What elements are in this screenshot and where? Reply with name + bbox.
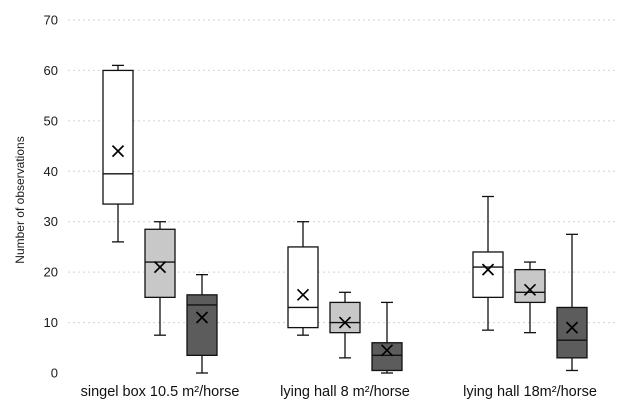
- box-iqr: [186, 294, 218, 357]
- box: [371, 301, 403, 374]
- mean-marker: [338, 316, 352, 329]
- x-category-label: lying hall 18m²/horse: [463, 384, 597, 400]
- y-axis-ticks: 0 10 20 30 40 50 60 70: [44, 13, 58, 381]
- mean-marker: [111, 145, 125, 158]
- box-iqr: [514, 268, 546, 304]
- y-tick-label: 50: [44, 113, 58, 128]
- box-iqr: [472, 251, 504, 299]
- y-axis-label: Number of observations: [13, 136, 27, 263]
- box: [514, 261, 546, 334]
- box-iqr: [144, 228, 176, 299]
- box-iqr: [329, 301, 361, 334]
- box: [329, 291, 361, 359]
- mean-marker: [380, 344, 394, 357]
- box-group: [472, 195, 588, 372]
- box: [472, 195, 504, 331]
- mean-marker: [523, 283, 537, 296]
- x-category-label: singel box 10.5 m²/horse: [81, 384, 240, 400]
- y-tick-label: 30: [44, 214, 58, 229]
- box-iqr: [371, 342, 403, 372]
- box-iqr: [556, 306, 588, 359]
- box: [556, 233, 588, 372]
- box-group: [287, 221, 403, 374]
- mean-marker: [195, 311, 209, 324]
- box-iqr: [102, 69, 134, 205]
- box: [102, 64, 134, 243]
- y-tick-label: 10: [44, 315, 58, 330]
- y-tick-label: 40: [44, 164, 58, 179]
- box: [144, 221, 176, 336]
- y-tick-label: 70: [44, 13, 58, 28]
- mean-marker: [296, 288, 310, 301]
- mean-marker: [153, 260, 167, 274]
- category-labels: singel box 10.5 m²/horse lying hall 8 m²/…: [81, 384, 597, 400]
- box-iqr: [287, 246, 319, 329]
- mean-marker: [481, 263, 495, 276]
- mean-marker: [565, 321, 579, 334]
- y-tick-label: 0: [51, 366, 58, 381]
- y-tick-label: 60: [44, 63, 58, 78]
- box-group: [102, 64, 218, 374]
- x-category-label: lying hall 8 m²/horse: [280, 384, 410, 400]
- box-groups: [102, 64, 588, 374]
- box: [287, 221, 319, 336]
- box: [186, 274, 218, 374]
- y-tick-label: 20: [44, 265, 58, 280]
